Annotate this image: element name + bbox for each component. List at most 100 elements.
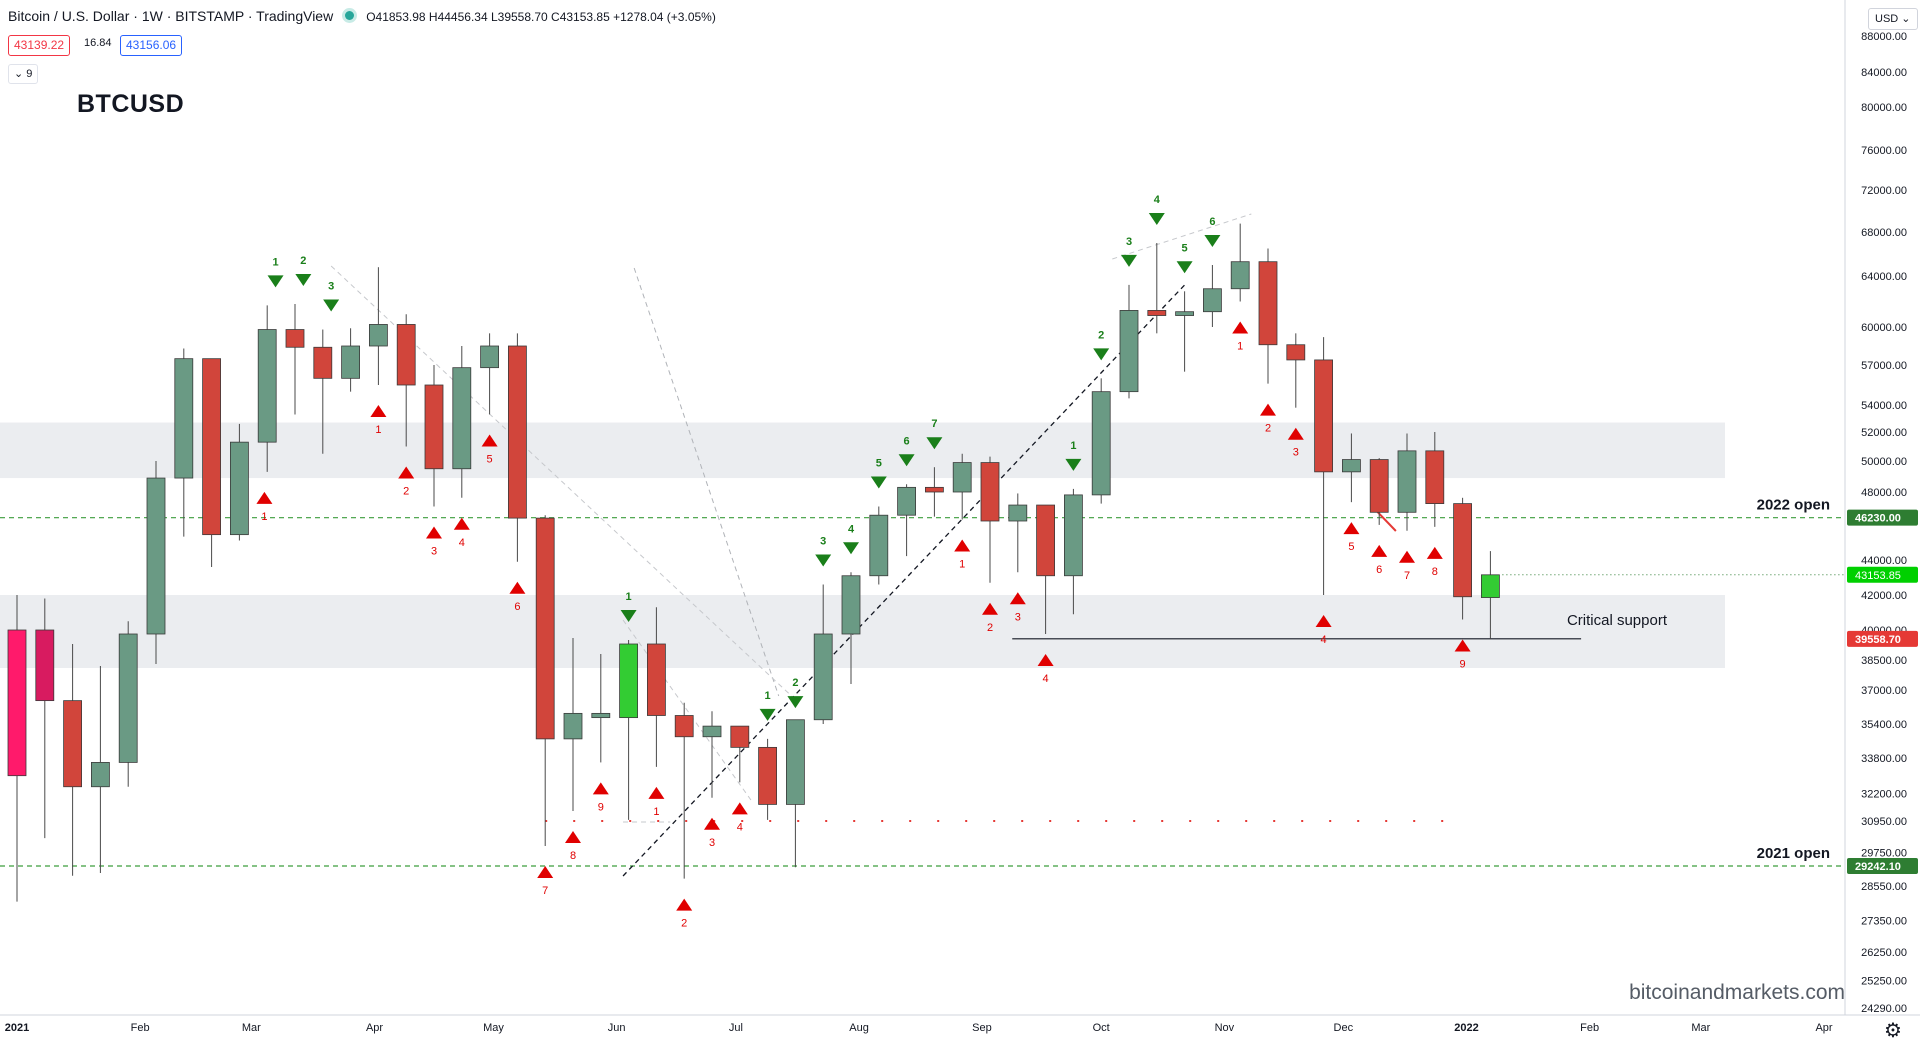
y-tick-label: 88000.00: [1861, 31, 1907, 43]
candle-body: [313, 346, 333, 379]
buy-button[interactable]: 43156.06: [120, 35, 183, 56]
y-tick-label: 60000.00: [1861, 322, 1907, 334]
candle-body: [674, 715, 694, 738]
trendline-gray: [1112, 213, 1252, 260]
candle-body: [1091, 391, 1111, 496]
count-label: 4: [848, 523, 855, 535]
y-tick-label: 42000.00: [1861, 590, 1907, 602]
count-label: 3: [431, 546, 437, 558]
candle-body: [341, 345, 361, 379]
candle-body: [174, 358, 194, 479]
y-tick-label: 80000.00: [1861, 102, 1907, 114]
symbol-title[interactable]: Bitcoin / U.S. Dollar · 1W · BITSTAMP · …: [8, 8, 334, 24]
buy-signal-triangle: [982, 602, 998, 615]
ticker-label: BTCUSD: [77, 90, 185, 118]
indicator-toggle[interactable]: ⌄ 9: [8, 64, 39, 84]
level-price-tag-label: 29242.10: [1855, 861, 1901, 873]
count-label: 9: [598, 801, 604, 813]
x-tick-label: Apr: [1815, 1022, 1832, 1034]
count-label: 6: [904, 435, 910, 447]
candle-body: [396, 324, 416, 386]
count-label: 7: [931, 418, 937, 430]
count-label: 1: [261, 511, 267, 523]
count-label: 5: [487, 453, 493, 465]
candle-body: [1230, 261, 1250, 290]
sell-signal-triangle: [843, 542, 859, 555]
candle-body: [1119, 310, 1139, 393]
last-price-tag-label: 43153.85: [1855, 570, 1901, 582]
candle-body: [257, 329, 277, 443]
count-label: 5: [876, 458, 882, 470]
buy-signal-triangle: [398, 466, 415, 479]
y-tick-label: 30950.00: [1861, 816, 1907, 828]
candle-body: [1397, 450, 1417, 513]
ohlc-readout: O41853.98 H44456.34 L39558.70 C43153.85 …: [366, 10, 716, 24]
gear-icon[interactable]: ⚙: [1884, 1020, 1902, 1042]
chevron-down-icon: ⌄: [14, 68, 24, 80]
currency-select[interactable]: USD ⌄: [1868, 8, 1918, 30]
count-label: 1: [653, 806, 659, 818]
low-price-tag-label: 39558.70: [1855, 634, 1901, 646]
count-label: 1: [272, 256, 278, 268]
candle-body: [730, 725, 750, 748]
buy-signal-triangle: [370, 405, 387, 417]
buy-signal-triangle: [481, 434, 498, 447]
count-label: 3: [1015, 611, 1021, 623]
buy-signal-triangle: [1037, 654, 1054, 666]
candle-body: [1342, 459, 1361, 473]
trendline-gray: [330, 265, 793, 698]
candle-body: [1481, 574, 1500, 598]
sell-signal-triangle: [815, 554, 832, 567]
watermark: bitcoinandmarkets.com: [1629, 981, 1845, 1004]
candle-body: [952, 462, 972, 493]
x-tick-label: Nov: [1215, 1022, 1235, 1034]
y-tick-label: 37000.00: [1861, 685, 1907, 697]
y-tick-label: 24290.00: [1861, 1003, 1907, 1015]
sell-button[interactable]: 43139.22: [8, 35, 71, 56]
support-label: Critical support: [1567, 612, 1668, 629]
count-label: 2: [792, 677, 798, 689]
x-tick-label: Apr: [366, 1022, 383, 1034]
y-tick-label: 33800.00: [1861, 753, 1907, 765]
candle-body: [1064, 494, 1083, 577]
candle-body: [980, 462, 1000, 522]
buy-signal-triangle: [592, 782, 609, 795]
buy-signal-triangle: [1009, 592, 1026, 605]
spread-value: 16.84: [84, 37, 112, 49]
count-label: 2: [681, 918, 687, 930]
sell-signal-triangle: [1204, 235, 1221, 247]
y-tick-label: 32200.00: [1861, 788, 1907, 800]
x-tick-label: May: [483, 1022, 504, 1034]
candle-body: [202, 358, 222, 536]
count-label: 2: [1098, 329, 1104, 341]
candle-body: [480, 345, 500, 369]
candle-body: [1008, 504, 1028, 522]
count-label: 3: [1126, 236, 1132, 248]
count-label: 6: [514, 601, 520, 613]
buy-signal-triangle: [1232, 321, 1249, 334]
count-label: 2: [300, 255, 306, 267]
buy-signal-triangle: [1371, 544, 1388, 557]
candle-body: [1314, 359, 1333, 473]
trendline-gray: [622, 619, 752, 801]
candle-body: [925, 486, 944, 493]
y-tick-label: 54000.00: [1861, 400, 1907, 412]
y-tick-label: 68000.00: [1861, 227, 1907, 239]
level-price-tag: [1847, 857, 1918, 874]
buy-signal-triangle: [453, 517, 470, 530]
buy-signal-triangle: [648, 786, 665, 799]
count-label: 4: [1154, 194, 1161, 206]
candle-body: [146, 477, 166, 635]
candle-body: [118, 633, 138, 763]
buy-signal-triangle: [731, 802, 748, 815]
sell-signal-triangle: [620, 610, 637, 622]
x-tick-label: Jun: [608, 1022, 626, 1034]
x-tick-label: Sep: [972, 1022, 992, 1034]
sell-signal-triangle: [1093, 348, 1110, 361]
candle-body: [869, 514, 889, 577]
sell-signal-triangle: [870, 476, 887, 489]
buy-signal-triangle: [1454, 639, 1471, 652]
count-label: 1: [1070, 440, 1076, 452]
y-tick-label: 72000.00: [1861, 185, 1907, 197]
